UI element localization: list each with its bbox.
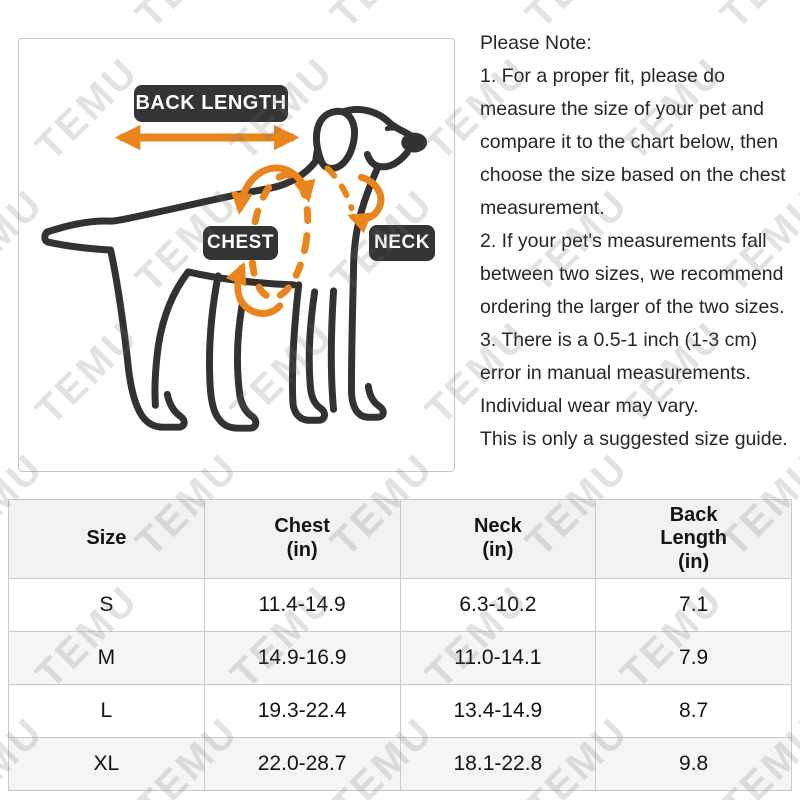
watermark-text: TEMU [127, 0, 247, 38]
chest-label: CHEST [203, 226, 278, 260]
dog-nose [401, 132, 428, 153]
cell-back-length: 8.7 [595, 684, 792, 738]
cell-chest: 14.9-16.9 [203, 631, 401, 685]
neck-arrow [347, 173, 385, 234]
note-item-4: This is only a suggested size guide. [480, 428, 788, 450]
table-row-m: M 14.9-16.9 11.0-14.1 7.9 [8, 631, 792, 685]
measurement-marks [114, 124, 385, 317]
notes-title: Please Note: [480, 32, 592, 54]
note-item-1: 1. For a proper fit, please do measure t… [480, 65, 786, 219]
watermark-text: TEMU [0, 0, 53, 38]
chest-bottom-arrow [225, 261, 284, 317]
back-length-label: BACK LENGTH [134, 85, 288, 122]
notes-section: Please Note: 1. For a proper fit, please… [480, 27, 800, 456]
header-chest: Chest (in) [203, 499, 401, 579]
cell-size: S [8, 578, 205, 632]
header-size: Size [8, 499, 205, 579]
cell-neck: 13.4-14.9 [399, 684, 597, 738]
dog-illustration [41, 105, 428, 432]
table-row-l: L 19.3-22.4 13.4-14.9 8.7 [8, 684, 792, 738]
neck-label: NECK [369, 225, 435, 261]
cell-chest: 19.3-22.4 [203, 684, 401, 738]
cell-chest: 11.4-14.9 [203, 578, 401, 632]
chest-girth-dashes [248, 171, 312, 301]
note-item-3: 3. There is a 0.5-1 inch (1-3 cm) error … [480, 329, 758, 417]
cell-back-length: 7.1 [595, 578, 792, 632]
dog-outline [41, 105, 414, 432]
watermark-text: TEMU [322, 0, 442, 38]
cell-size: L [8, 684, 205, 738]
note-item-2: 2. If your pet's measurements fall betwe… [480, 230, 785, 318]
cell-size: XL [8, 737, 205, 791]
table-row-s: S 11.4-14.9 6.3-10.2 7.1 [8, 578, 792, 632]
header-back-length: Back Length (in) [595, 499, 792, 579]
neck-collar-dashes [324, 165, 355, 212]
chest-top-arrow [230, 164, 316, 215]
dog-measurement-panel: BACK LENGTH CHEST NECK [18, 38, 455, 472]
cell-neck: 18.1-22.8 [399, 737, 597, 791]
cell-back-length: 9.8 [595, 737, 792, 791]
cell-size: M [8, 631, 205, 685]
cell-chest: 22.0-28.7 [203, 737, 401, 791]
cell-back-length: 7.9 [595, 631, 792, 685]
header-neck: Neck (in) [399, 499, 597, 579]
table-row-xl: XL 22.0-28.7 18.1-22.8 9.8 [8, 737, 792, 791]
size-table: Size Chest (in) Neck (in) Back Length (i… [8, 499, 792, 791]
cell-neck: 11.0-14.1 [399, 631, 597, 685]
cell-neck: 6.3-10.2 [399, 578, 597, 632]
table-header-row: Size Chest (in) Neck (in) Back Length (i… [8, 499, 792, 579]
